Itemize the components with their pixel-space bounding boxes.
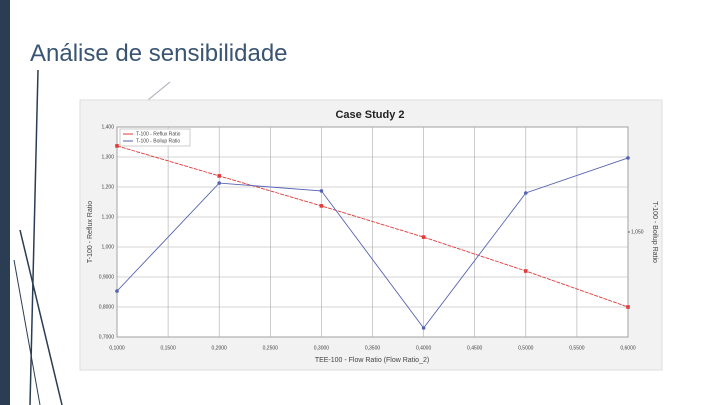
y2-tick-label: 1,050	[631, 229, 644, 235]
series-line	[116, 157, 629, 329]
point	[319, 204, 324, 208]
y-tick-label: 0,8000	[99, 304, 115, 310]
y2-axis-title: T-100 - Boilup Ratio	[651, 201, 658, 263]
point	[115, 144, 119, 148]
x-tick-label: 0,5500	[569, 345, 585, 351]
point	[524, 191, 528, 195]
series-line	[116, 145, 629, 308]
y-tick-label: 1,000	[101, 244, 114, 250]
x-tick-label: 0,5000	[518, 345, 534, 351]
y-tick-label: 1,400	[101, 124, 114, 130]
x-tick-label: 0,3500	[365, 345, 381, 351]
x-tick-label: 0,2000	[212, 345, 228, 351]
point	[421, 235, 426, 239]
x-tick-label: 0,4000	[416, 345, 432, 351]
legend-label: T-100 - Reflux Ratio	[136, 131, 181, 137]
point	[217, 181, 221, 185]
legend-label: T-100 - Boilup Ratio	[136, 138, 180, 144]
point	[626, 156, 630, 160]
point	[217, 174, 221, 178]
point	[319, 189, 324, 193]
point	[524, 269, 528, 273]
x-tick-label: 0,1000	[109, 345, 125, 351]
point	[626, 305, 630, 309]
x-tick-label: 0,6000	[620, 345, 636, 351]
chart-title: Case Study 2	[335, 109, 404, 121]
x-tick-label: 0,2500	[263, 345, 279, 351]
y-tick-label: 1,100	[101, 214, 114, 220]
x-tick-label: 0,3000	[314, 345, 330, 351]
x-axis-title: TEE-100 - Flow Ratio (Flow Ratio_2)	[315, 357, 429, 364]
y-tick-label: 0,7000	[99, 334, 115, 340]
y-tick-label: 0,9000	[99, 274, 115, 280]
slide-title: Análise de sensibilidade	[30, 40, 288, 67]
legend-box	[119, 128, 191, 147]
point	[421, 326, 426, 330]
x-tick-label: 0,4500	[467, 345, 483, 351]
y-tick-label: 1,300	[101, 154, 114, 160]
y-tick-label: 1,200	[101, 184, 114, 190]
x-tick-label: 0,1500	[160, 345, 176, 351]
point	[115, 289, 119, 293]
y-axis-title: T-100 - Reflux Ratio	[87, 201, 94, 263]
